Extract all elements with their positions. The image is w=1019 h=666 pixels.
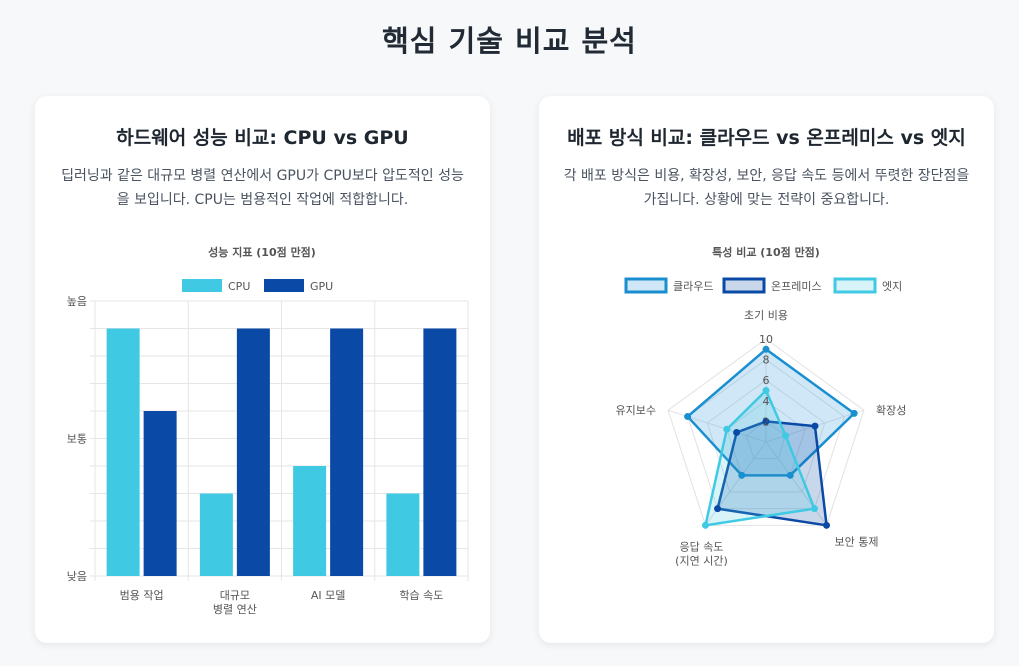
chart-title: 특성 비교 (10점 만점) (712, 245, 820, 259)
radar-point (684, 413, 692, 421)
legend-swatch-cpu (182, 279, 222, 292)
bar-cpu (106, 328, 140, 576)
legend-label-gpu: GPU (310, 280, 333, 293)
bar-gpu (423, 328, 457, 576)
x-tick-label: 병렬 연산 (213, 603, 257, 616)
radar-grid-ring (687, 358, 845, 510)
legend-swatch-gpu (264, 279, 304, 292)
bar-gpu (143, 411, 177, 576)
x-tick-label: AI 모델 (311, 589, 346, 602)
hardware-card-description: 딥러닝과 같은 대규모 병렬 연산에서 GPU가 CPU보다 압도적인 성능을 … (61, 168, 464, 208)
legend-label: 클라우드 (673, 280, 713, 293)
radar-axis-label: 응답 속도 (679, 540, 723, 553)
radar-point (701, 521, 709, 529)
radar-series-2 (703, 388, 817, 527)
radar-axis-label: 초기 비용 (744, 309, 788, 322)
radar-point (810, 505, 818, 513)
x-tick-label: 대규모 (220, 589, 250, 602)
legend-label-cpu: CPU (228, 280, 250, 293)
radar-point (786, 471, 794, 479)
radar-point (850, 409, 858, 417)
legend-swatch-2 (833, 277, 877, 294)
deployment-radar-chart: 특성 비교 (10점 만점) 클라우드 온프레미스 엣지 2 4 6 8 10 초기 비용확장성보… (616, 245, 907, 567)
legend-swatch-0 (624, 277, 668, 294)
bar-gpu (236, 328, 270, 576)
radar-point (714, 505, 722, 513)
radar-point (762, 417, 770, 425)
radar-point (782, 432, 790, 440)
radar-tick-label: 4 (763, 395, 770, 408)
radar-axis-label: (지연 시간) (675, 554, 728, 567)
radar-point (723, 425, 731, 433)
radar-point (811, 422, 819, 430)
radar-tick-label: 10 (759, 333, 773, 346)
hardware-card-title: 하드웨어 성능 비교: CPU vs GPU (116, 127, 409, 149)
hardware-comparison-card: 하드웨어 성능 비교: CPU vs GPU 딥러닝과 같은 대규모 병렬 연산… (35, 96, 490, 643)
radar-tick-label: 8 (763, 354, 770, 367)
bar-cpu (199, 493, 233, 576)
x-tick-label: 학습 속도 (399, 589, 443, 602)
y-tick-label: 보통 (67, 433, 87, 446)
bar-cpu (386, 493, 420, 576)
page-title: 핵심 기술 비교 분석 (382, 24, 637, 58)
radar-point (762, 387, 770, 394)
radar-point (738, 471, 746, 479)
radar-tick-label: 6 (763, 374, 770, 387)
x-tick-label: 범용 작업 (120, 589, 164, 602)
legend-swatch-1 (722, 277, 766, 294)
y-tick-label: 낮음 (67, 570, 87, 583)
radar-axis-label: 확장성 (876, 404, 906, 417)
radar-point (823, 521, 831, 529)
bar-gpu (330, 328, 364, 576)
deployment-card-description: 각 배포 방식은 비용, 확장성, 보안, 응답 속도 등에서 뚜렷한 장단점을… (563, 168, 970, 208)
radar-grid-ring (745, 420, 787, 460)
radar-series-0 (685, 347, 857, 477)
legend-label: 엣지 (882, 280, 902, 293)
chart-title: 성능 지표 (10점 만점) (208, 245, 316, 259)
y-tick-label: 높음 (67, 295, 87, 308)
radar-axis-label: 유지보수 (616, 404, 656, 417)
radar-tick-label: 2 (763, 415, 770, 428)
radar-axis-label: 보안 통제 (835, 535, 879, 548)
radar-series-1 (716, 420, 828, 527)
radar-grid-ring (706, 379, 826, 493)
legend-label: 온프레미스 (771, 280, 822, 293)
deployment-comparison-card: 배포 방식 비교: 클라우드 vs 온프레미스 vs 엣지 각 배포 방식은 비… (539, 96, 994, 643)
radar-grid-ring (667, 338, 865, 526)
bar-cpu (293, 466, 327, 576)
radar-point (762, 345, 770, 353)
radar-point (733, 428, 741, 436)
deployment-card-title: 배포 방식 비교: 클라우드 vs 온프레미스 vs 엣지 (567, 127, 966, 149)
